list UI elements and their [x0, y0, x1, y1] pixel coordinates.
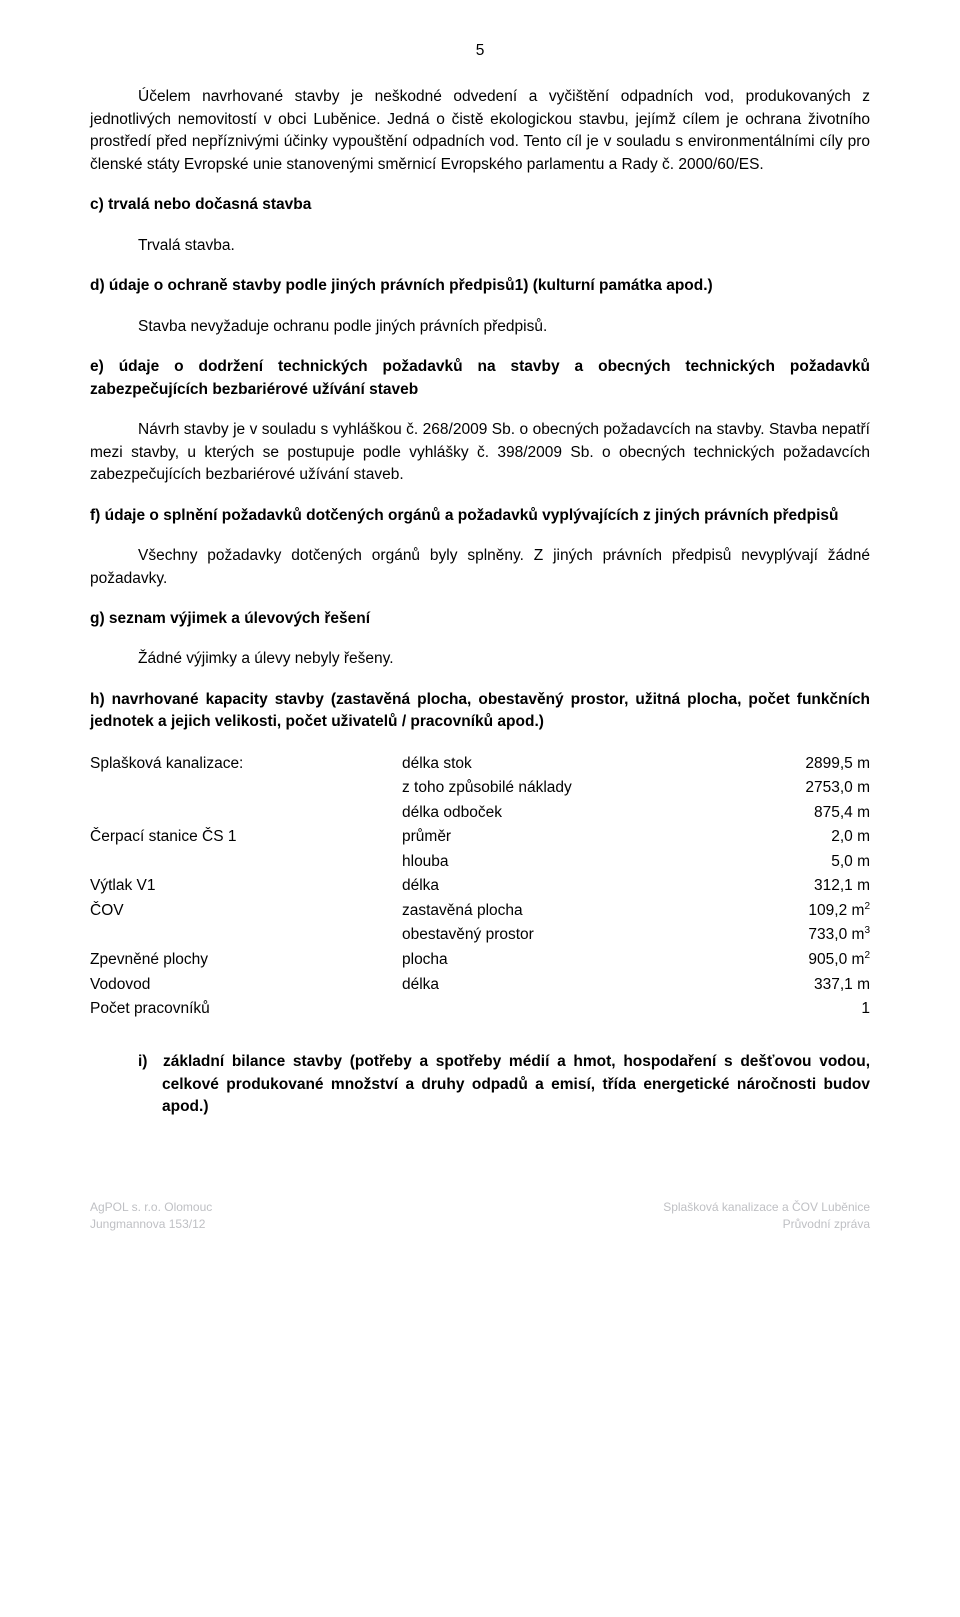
table-row: Splašková kanalizace:délka stok2899,5 m — [90, 752, 870, 776]
page-footer: AgPOL s. r.o. Olomouc Jungmannova 153/12… — [90, 1199, 870, 1234]
table-cell-value: 875,4 m — [706, 801, 870, 825]
table-cell-param: délka odboček — [402, 801, 706, 825]
table-cell-value: 2753,0 m — [706, 776, 870, 800]
section-d-answer: Stavba nevyžaduje ochranu podle jiných p… — [138, 316, 870, 338]
table-cell-label: Výtlak V1 — [90, 874, 402, 898]
table-cell-value: 1 — [706, 997, 870, 1021]
section-i-head: i) základní bilance stavby (potřeby a sp… — [90, 1051, 870, 1118]
table-cell-label — [90, 923, 402, 948]
table-cell-param: průměr — [402, 825, 706, 849]
section-d-head: d) údaje o ochraně stavby podle jiných p… — [90, 275, 870, 297]
table-row: hlouba5,0 m — [90, 850, 870, 874]
table-cell-param: hlouba — [402, 850, 706, 874]
table-cell-label — [90, 801, 402, 825]
table-row: z toho způsobilé náklady2753,0 m — [90, 776, 870, 800]
table-row: ČOVzastavěná plocha109,2 m2 — [90, 899, 870, 924]
table-cell-param: z toho způsobilé náklady — [402, 776, 706, 800]
table-cell-value: 5,0 m — [706, 850, 870, 874]
table-row: Zpevněné plochyplocha905,0 m2 — [90, 948, 870, 973]
table-cell-label: Počet pracovníků — [90, 997, 402, 1021]
table-cell-param: délka — [402, 973, 706, 997]
section-e-answer: Návrh stavby je v souladu s vyhláškou č.… — [90, 419, 870, 486]
capacity-table: Splašková kanalizace:délka stok2899,5 mz… — [90, 752, 870, 1022]
table-row: Počet pracovníků 1 — [90, 997, 870, 1021]
page-number: 5 — [90, 40, 870, 62]
table-cell-label: Zpevněné plochy — [90, 948, 402, 973]
footer-right-line2: Průvodní zpráva — [663, 1216, 870, 1233]
table-row: obestavěný prostor733,0 m3 — [90, 923, 870, 948]
table-cell-param: délka stok — [402, 752, 706, 776]
table-cell-label: Splašková kanalizace: — [90, 752, 402, 776]
table-cell-label: ČOV — [90, 899, 402, 924]
table-row: Výtlak V1délka312,1 m — [90, 874, 870, 898]
table-cell-value: 109,2 m2 — [706, 899, 870, 924]
footer-left-line2: Jungmannova 153/12 — [90, 1216, 212, 1233]
table-cell-value: 2899,5 m — [706, 752, 870, 776]
intro-paragraph: Účelem navrhované stavby je neškodné odv… — [90, 86, 870, 176]
section-g-answer: Žádné výjimky a úlevy nebyly řešeny. — [138, 648, 870, 670]
table-cell-param: zastavěná plocha — [402, 899, 706, 924]
table-cell-value: 2,0 m — [706, 825, 870, 849]
section-c-head: c) trvalá nebo dočasná stavba — [90, 194, 870, 216]
table-row: délka odboček875,4 m — [90, 801, 870, 825]
footer-right-line1: Splašková kanalizace a ČOV Luběnice — [663, 1199, 870, 1216]
table-row: Vodovoddélka337,1 m — [90, 973, 870, 997]
table-cell-value: 312,1 m — [706, 874, 870, 898]
section-h-head: h) navrhované kapacity stavby (zastavěná… — [90, 689, 870, 734]
section-f-answer: Všechny požadavky dotčených orgánů byly … — [90, 545, 870, 590]
table-cell-label — [90, 776, 402, 800]
table-cell-param: plocha — [402, 948, 706, 973]
table-cell-value: 905,0 m2 — [706, 948, 870, 973]
table-cell-label — [90, 850, 402, 874]
footer-left-line1: AgPOL s. r.o. Olomouc — [90, 1199, 212, 1216]
section-g-head: g) seznam výjimek a úlevových řešení — [90, 608, 870, 630]
table-cell-value: 337,1 m — [706, 973, 870, 997]
table-cell-param: délka — [402, 874, 706, 898]
table-cell-param — [402, 997, 706, 1021]
table-cell-param: obestavěný prostor — [402, 923, 706, 948]
table-row: Čerpací stanice ČS 1průměr2,0 m — [90, 825, 870, 849]
table-cell-label: Čerpací stanice ČS 1 — [90, 825, 402, 849]
section-c-answer: Trvalá stavba. — [138, 235, 870, 257]
section-e-head: e) údaje o dodržení technických požadavk… — [90, 356, 870, 401]
table-cell-value: 733,0 m3 — [706, 923, 870, 948]
section-f-head: f) údaje o splnění požadavků dotčených o… — [90, 505, 870, 527]
table-cell-label: Vodovod — [90, 973, 402, 997]
